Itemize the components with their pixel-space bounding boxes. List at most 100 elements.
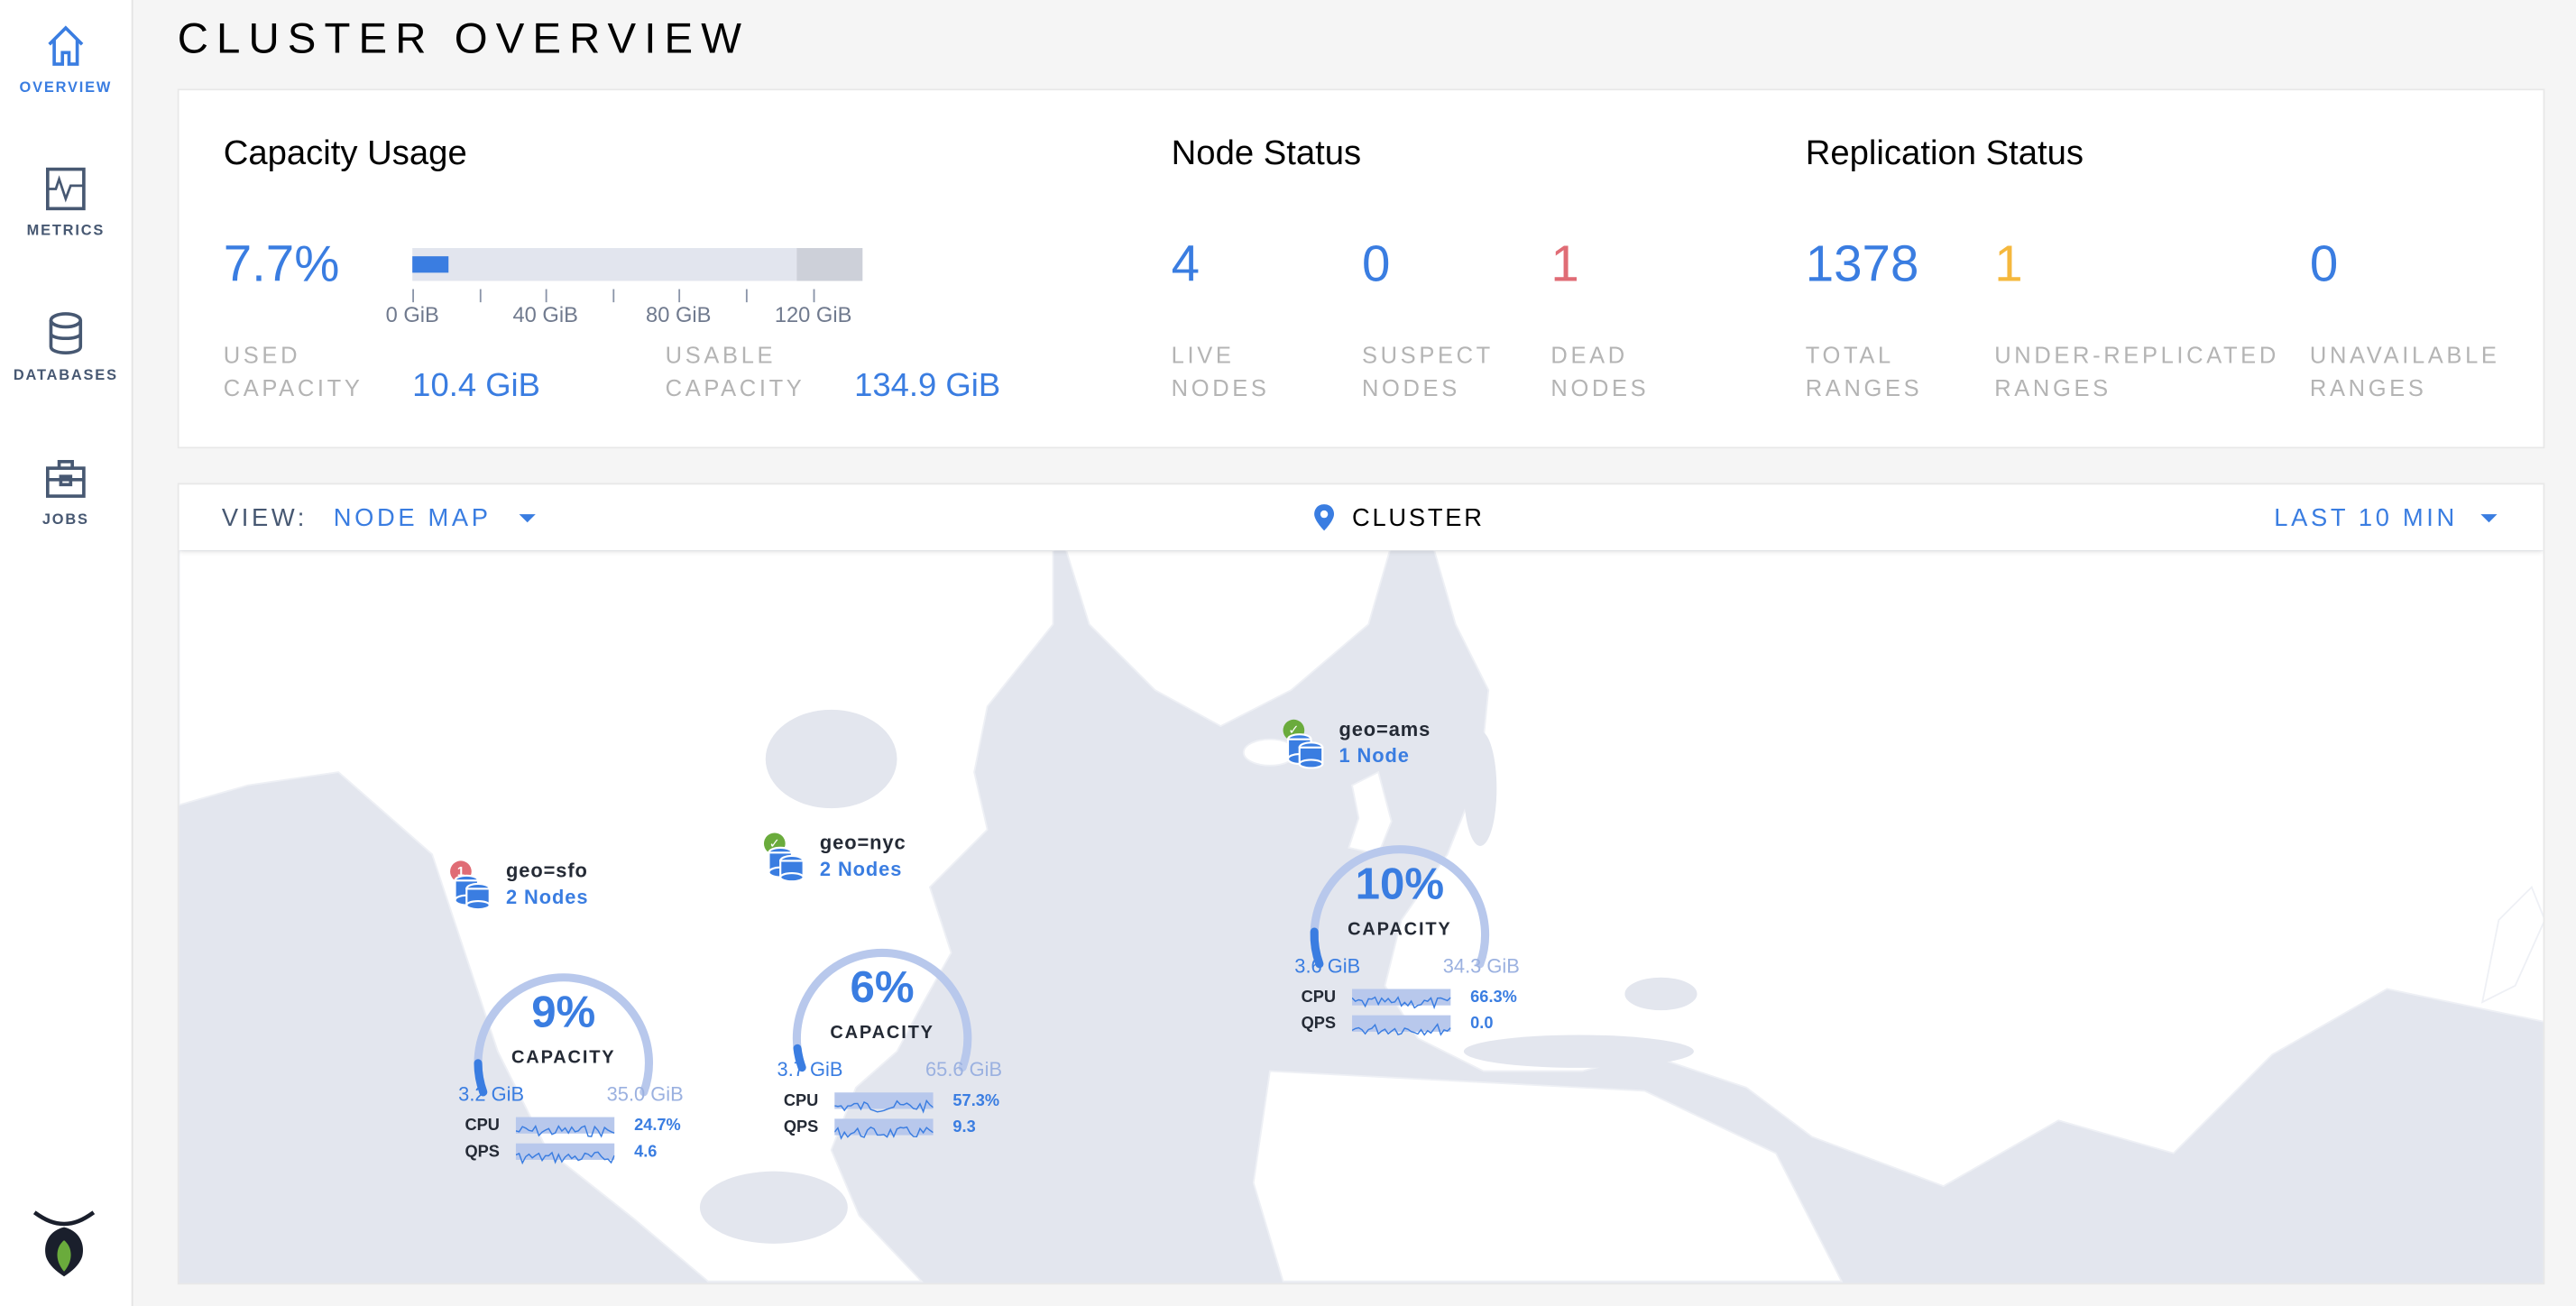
total-ranges-value: 1378: [1805, 235, 1919, 293]
live-nodes-label: LIVE NODES: [1171, 341, 1270, 401]
replication-status-title: Replication Status: [1805, 134, 2084, 173]
used-capacity-label: USED CAPACITY: [223, 341, 363, 401]
unavailable-ranges-value: 0: [2309, 235, 2339, 293]
world-map-land: [179, 550, 2544, 1283]
sidebar-item-jobs[interactable]: JOBS: [0, 455, 132, 528]
qps-label: QPS: [1301, 1015, 1337, 1034]
locality-node-count[interactable]: 2 Nodes: [819, 857, 903, 881]
capacity-bar-fill: [412, 256, 449, 273]
home-icon: [48, 25, 84, 66]
tick-label: 0 GiB: [385, 302, 439, 327]
view-label: VIEW:: [221, 504, 308, 533]
locality-name[interactable]: geo=nyc: [819, 831, 906, 855]
tick-label: 80 GiB: [646, 302, 712, 327]
qps-value: 9.3: [952, 1118, 976, 1137]
under-replicated-label: UNDER-REPLICATED RANGES: [1994, 341, 2279, 401]
cpu-sparkline: [834, 1092, 934, 1114]
breadcrumb-cluster[interactable]: CLUSTER: [1352, 504, 1485, 533]
capacity-bar: [412, 248, 863, 281]
gauge-track: [1310, 845, 1490, 969]
gauge-fill: [793, 1044, 806, 1072]
usable-capacity: 34.3 GiB: [1442, 954, 1520, 978]
dead-nodes-label: DEAD NODES: [1550, 341, 1650, 401]
locality-name[interactable]: geo=ams: [1339, 717, 1431, 741]
capacity-usage-title: Capacity Usage: [223, 134, 467, 173]
metrics-icon: [46, 167, 86, 211]
sidebar-item-overview[interactable]: OVERVIEW: [0, 23, 132, 96]
qps-sparkline: [515, 1143, 615, 1165]
chevron-down-icon[interactable]: [2479, 512, 2499, 524]
capacity-percent: 10%: [1355, 859, 1445, 909]
world-map[interactable]: 1 geo=sfo 2 Nodes 9% CAPACITY 3.2 GiB 35…: [179, 550, 2544, 1283]
qps-value: 4.6: [634, 1143, 658, 1162]
usable-capacity-value: 134.9 GiB: [854, 368, 1001, 405]
live-nodes-value: 4: [1171, 235, 1201, 293]
axis-tick: [678, 289, 681, 303]
usable-capacity: 65.6 GiB: [925, 1058, 1003, 1081]
cpu-label: CPU: [783, 1092, 819, 1111]
capacity-percent: 6%: [850, 962, 915, 1013]
chevron-down-icon[interactable]: [518, 512, 538, 524]
tick-label: 40 GiB: [512, 302, 578, 327]
cpu-label: CPU: [1301, 989, 1337, 1007]
axis-tick: [745, 289, 748, 303]
view-dropdown[interactable]: NODE MAP: [333, 504, 492, 533]
qps-sparkline: [1351, 1015, 1451, 1036]
summary-card: Capacity Usage 7.7% 0 GiB 40 GiB 80 GiB …: [177, 88, 2545, 449]
map-header: VIEW: NODE MAP CLUSTER LAST 10 MIN: [179, 484, 2544, 551]
usable-capacity: 35.0 GiB: [606, 1082, 684, 1106]
capacity-gauge: [1310, 845, 1490, 969]
sidebar-item-label: JOBS: [41, 510, 89, 528]
gauge-fill: [1310, 927, 1324, 969]
axis-tick: [479, 289, 481, 303]
time-range-dropdown[interactable]: LAST 10 MIN: [2274, 504, 2458, 533]
qps-value: 0.0: [1470, 1015, 1494, 1034]
suspect-nodes-label: SUSPECT NODES: [1361, 341, 1494, 401]
black-sea: [1624, 977, 1697, 1011]
location-pin-icon: [1314, 504, 1335, 531]
capacity-gauge: [474, 973, 654, 1097]
axis-tick: [546, 289, 547, 303]
jobs-icon: [46, 460, 86, 498]
sidebar-item-label: METRICS: [26, 221, 106, 239]
used-capacity-value: 10.4 GiB: [412, 368, 540, 405]
total-ranges-label: TOTAL RANGES: [1805, 341, 1923, 401]
database-icon: [49, 312, 83, 354]
cockroach-logo[interactable]: [30, 1208, 99, 1280]
page-title: CLUSTER OVERVIEW: [177, 13, 750, 63]
used-capacity: 3.6 GiB: [1294, 954, 1361, 978]
cpu-label: CPU: [465, 1117, 500, 1136]
locality-node-count[interactable]: 1 Node: [1339, 744, 1410, 768]
node-map-card: VIEW: NODE MAP CLUSTER LAST 10 MIN 1 geo…: [177, 483, 2545, 1285]
axis-tick: [612, 289, 614, 303]
unavailable-ranges-label: UNAVAILABLE RANGES: [2309, 341, 2500, 401]
cpu-value: 24.7%: [634, 1117, 681, 1136]
cpu-value: 66.3%: [1470, 989, 1517, 1007]
node-status-title: Node Status: [1171, 134, 1362, 173]
database-stack-icon: [1286, 733, 1324, 769]
capacity-percent: 7.7%: [223, 235, 340, 293]
dead-nodes-value: 1: [1550, 235, 1579, 293]
cpu-sparkline: [1351, 989, 1451, 1010]
gauge-fill: [474, 1059, 488, 1097]
sidebar-item-label: OVERVIEW: [19, 78, 113, 96]
sidebar-item-metrics[interactable]: METRICS: [0, 166, 132, 238]
suspect-nodes-value: 0: [1361, 235, 1391, 293]
cpu-sparkline: [515, 1117, 615, 1138]
sidebar-item-databases[interactable]: DATABASES: [0, 310, 132, 382]
hudson-bay: [765, 709, 897, 809]
used-capacity: 3.2 GiB: [458, 1082, 525, 1106]
database-stack-icon: [454, 874, 491, 911]
locality-name[interactable]: geo=sfo: [506, 859, 588, 883]
capacity-percent: 9%: [531, 987, 596, 1037]
capacity-label: CAPACITY: [511, 1048, 616, 1068]
under-replicated-value: 1: [1994, 235, 2023, 293]
cpu-value: 57.3%: [952, 1092, 1000, 1111]
locality-node-count[interactable]: 2 Nodes: [506, 885, 589, 909]
database-stack-icon: [768, 846, 805, 883]
sidebar: OVERVIEW METRICS DATABASES JOBS: [0, 0, 133, 1306]
capacity-gauge: [792, 948, 972, 1072]
mediterranean: [1463, 1035, 1694, 1068]
sidebar-item-label: DATABASES: [13, 366, 118, 383]
qps-sparkline: [833, 1118, 934, 1140]
